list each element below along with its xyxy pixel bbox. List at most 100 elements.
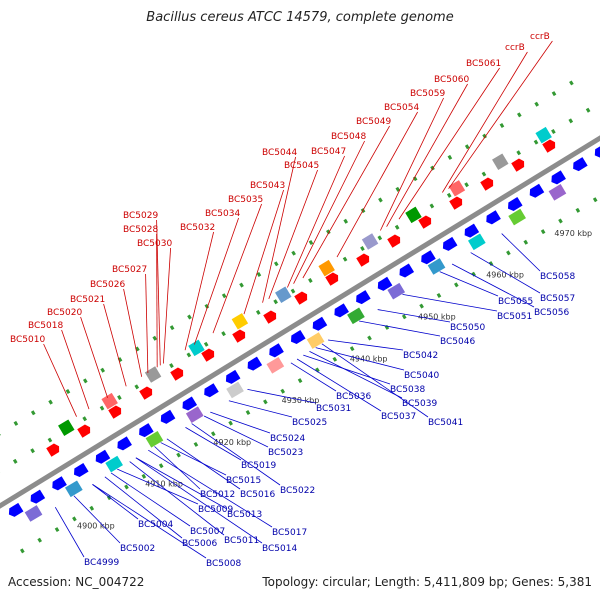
ring-dot	[280, 388, 286, 394]
top-leader-line	[61, 329, 90, 410]
ring-dot	[13, 420, 19, 426]
tick-label: 4940 kbp	[350, 354, 388, 363]
map-title: Bacillus cereus ATCC 14579, complete gen…	[146, 10, 454, 25]
bottom-leader-line	[185, 427, 242, 461]
bottom-gene-label: BC5017	[272, 528, 307, 538]
ring-dot	[65, 389, 71, 394]
plus-gene-box	[318, 259, 335, 277]
minus-gene-box	[145, 431, 164, 448]
top-leader-line	[302, 125, 390, 279]
minus-gene-arrow	[486, 210, 501, 225]
plus-gene-box	[448, 180, 466, 197]
minus-gene-box	[347, 307, 365, 325]
tick-label: 4970 kbp	[554, 229, 592, 238]
bottom-gene-label: BC5012	[200, 490, 235, 500]
ring-dot	[82, 416, 87, 422]
minus-gene-arrow	[573, 157, 588, 172]
plus-gene-box	[492, 153, 509, 170]
axis-ticks: 4900 kbp 4910 kbp 4920 kbp 4930 kbp 4940 kbp…	[77, 229, 592, 531]
minus-gene-arrow	[269, 343, 284, 358]
top-leader-line	[184, 231, 214, 351]
top-gene-label: BC5045	[284, 161, 319, 171]
bottom-leader-line	[228, 400, 293, 418]
ring-dot	[228, 420, 233, 426]
ring-dot	[481, 171, 487, 177]
bottom-gene-label: BC5046	[440, 337, 475, 347]
top-leader-line	[293, 140, 365, 284]
bottom-leader-line	[73, 495, 121, 544]
ring-dot	[100, 367, 105, 373]
ring-dot	[152, 335, 158, 341]
ring-dot	[54, 527, 60, 533]
minus-gene-arrow	[160, 409, 176, 424]
minus-gene-arrow	[421, 250, 436, 265]
ring-dot	[516, 150, 521, 156]
ring-dot	[446, 192, 452, 198]
top-leader-line	[448, 40, 553, 189]
top-leader-line	[268, 169, 318, 300]
top-leader-line	[380, 97, 444, 231]
tick-label: 4920 kbp	[213, 438, 251, 447]
minus-gene-arrow	[377, 276, 393, 291]
minus-gene-arrow	[464, 223, 480, 238]
bottom-leader-line	[160, 442, 227, 476]
ring-dot	[135, 346, 140, 352]
top-leader-line	[162, 247, 171, 364]
ring-dot	[506, 250, 511, 256]
plus-gene-box	[101, 392, 118, 410]
ring-dot	[349, 346, 355, 352]
bottom-gene-label: BC5041	[428, 418, 463, 428]
plus-gene-arrow	[542, 139, 556, 153]
ring-dot	[210, 431, 216, 437]
minus-gene-arrow	[247, 356, 263, 371]
bottom-leader-line	[154, 446, 201, 490]
plus-gene-arrow	[170, 367, 184, 381]
minus-gene-arrow	[594, 146, 600, 158]
ring-dot	[482, 133, 487, 139]
ring-dot	[332, 356, 338, 362]
ring-dot	[308, 240, 314, 246]
minus-gene-arrow	[529, 183, 545, 198]
ring-dot	[342, 256, 348, 262]
top-gene-label: BC5029	[123, 211, 158, 221]
minus-gene-box	[24, 505, 43, 522]
top-gene-label: BC5044	[262, 148, 297, 158]
ring-dot	[551, 129, 556, 134]
minus-gene-box	[266, 356, 285, 374]
ring-dot	[568, 118, 574, 124]
ring-dot	[377, 235, 383, 241]
top-gene-label: BC5034	[205, 209, 240, 219]
ring-dot	[499, 123, 505, 128]
top-gene-label: BC5061	[466, 59, 501, 69]
minus-gene-box	[65, 480, 83, 498]
plus-gene-arrow	[263, 310, 277, 324]
ring-dot	[378, 197, 383, 203]
ring-dot	[169, 363, 174, 369]
bottom-gene-label: BC5023	[268, 448, 303, 458]
ring-dot	[360, 246, 365, 252]
bottom-leader-line	[377, 309, 451, 323]
top-gene-label: BC5028	[123, 225, 158, 235]
bottom-leader-line	[309, 351, 403, 399]
ring-dot	[273, 261, 279, 267]
plus-gene-arrow	[108, 405, 122, 419]
ring-dot	[89, 505, 95, 511]
plus-gene-box	[535, 126, 552, 144]
bottom-gene-label: BC5002	[120, 544, 155, 554]
plus-gene-arrow	[511, 158, 525, 172]
ring-dot	[394, 224, 400, 230]
bottom-leader-line	[191, 423, 281, 486]
top-gene-label: BC5048	[331, 132, 366, 142]
ring-dot	[523, 239, 529, 245]
top-gene-label: BC5035	[228, 195, 263, 205]
top-gene-label: BC5021	[70, 295, 105, 305]
ring-dot	[245, 410, 251, 415]
top-gene-label: ccrB	[530, 32, 550, 42]
ring-dot	[99, 405, 105, 411]
gene-features	[8, 126, 600, 522]
ring-dot	[72, 516, 77, 522]
ring-dot	[297, 378, 303, 384]
ring-dot	[429, 203, 435, 209]
tick-label: 4960 kbp	[486, 271, 524, 280]
ring-dot	[308, 277, 313, 283]
